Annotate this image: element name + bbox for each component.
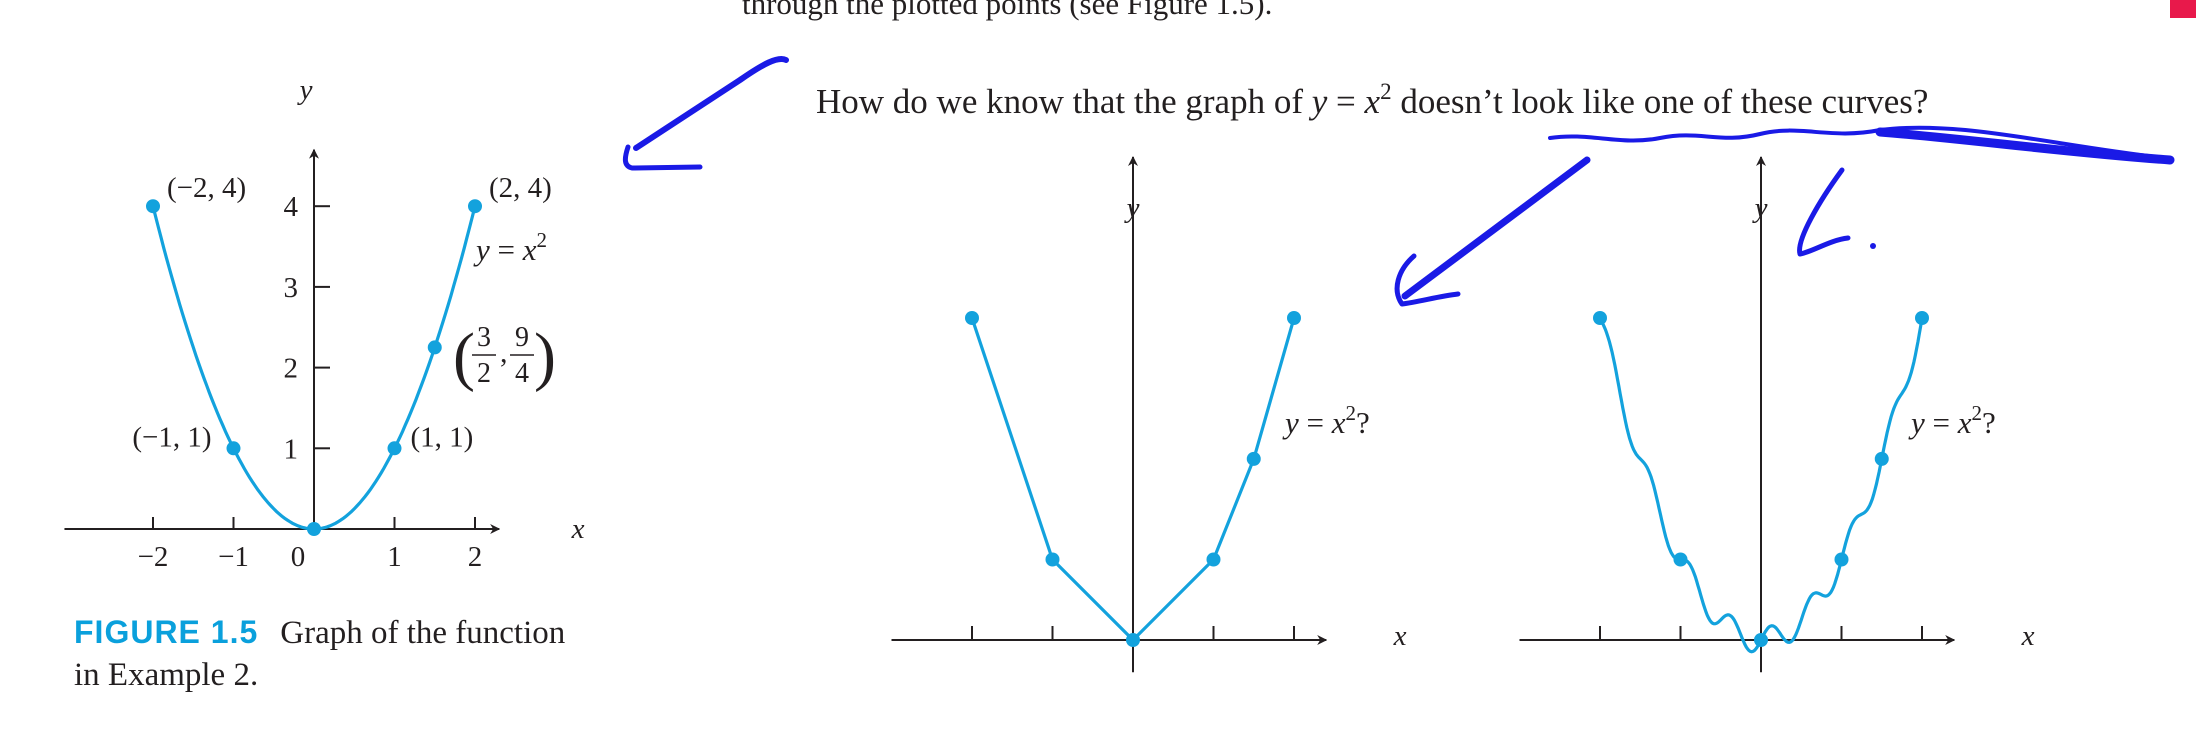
ink-arrow-left xyxy=(633,56,789,151)
c1-data-point xyxy=(226,441,241,456)
chart1-ticks: −2 −1 0 1 2 1 2 3 4 xyxy=(138,191,483,573)
c1-x-tick-label: 0 xyxy=(291,541,306,573)
top-text-line: through the plotted points (see Figure 1… xyxy=(742,0,1272,21)
c3-data-point xyxy=(1673,552,1688,567)
chart2-axes xyxy=(891,156,1328,673)
fraction-num-1: 3 xyxy=(477,322,491,353)
c2-data-point xyxy=(965,311,979,325)
c2-data-point xyxy=(1287,311,1301,325)
chart1-x-axis-label: x xyxy=(571,513,585,545)
c1-data-point xyxy=(468,199,482,214)
question-text: How do we know that the graph of y = x2 … xyxy=(816,79,1928,121)
handwritten-annotations xyxy=(622,56,2175,307)
c1-point-label: (2, 4) xyxy=(489,172,552,204)
ink-underline-tail xyxy=(1875,127,2175,165)
c1-data-point xyxy=(146,199,160,214)
c1-x-tick-label: 2 xyxy=(468,541,483,573)
chart1-labels: (−2, 4) (−1, 1) (1, 1) (2, 4) xyxy=(132,172,552,453)
chart2-points xyxy=(965,311,1301,647)
chart2-curve-label: y = x2? xyxy=(1282,401,1370,440)
figure-caption-text: Graph of the function xyxy=(280,615,565,651)
ink-underline-wave xyxy=(1548,125,2167,160)
chart1-fraction-label: ( 3 2 , 9 4 ) xyxy=(453,320,556,393)
fraction-num-2: 9 xyxy=(515,322,529,353)
fraction-close-paren: ) xyxy=(534,320,556,393)
c2-data-point xyxy=(1126,633,1140,647)
c1-data-point xyxy=(387,441,402,456)
ink-check-left xyxy=(622,144,703,171)
c1-y-tick-label: 3 xyxy=(284,272,299,304)
question-exponent: 2 xyxy=(1380,79,1392,104)
ink-arrow-middle xyxy=(1401,156,1591,300)
figure-caption-line2: in Example 2. xyxy=(74,657,258,693)
ink-dot xyxy=(1870,243,1876,249)
chart3-ticks xyxy=(1599,626,1923,640)
ink-mark-right xyxy=(1797,167,1851,257)
c1-point-label: (1, 1) xyxy=(411,421,474,453)
fraction-den-1: 2 xyxy=(477,358,491,389)
chart3-axes xyxy=(1519,156,1956,673)
chart1-points xyxy=(146,199,482,536)
question-equals: = xyxy=(1327,82,1364,121)
chart1-y-axis-label: y xyxy=(297,74,313,106)
chart3-curve-label: y = x2? xyxy=(1908,401,1996,440)
chart-polyline-guess: y x y = x2? xyxy=(891,156,1407,673)
chart3-x-axis-label: x xyxy=(2021,620,2035,652)
c1-x-tick-label: −2 xyxy=(138,541,169,573)
c2-data-point xyxy=(1246,451,1261,466)
chart1-curve-label: y = x2 xyxy=(473,228,547,267)
question-var-y: y xyxy=(1309,82,1328,121)
chart2-y-axis-label: y xyxy=(1124,192,1140,224)
c2-data-point xyxy=(1045,552,1060,567)
figure-caption-label: FIGURE 1.5 xyxy=(74,614,258,650)
fraction-den-2: 4 xyxy=(515,358,529,389)
c1-data-point xyxy=(427,340,442,355)
figure-caption: FIGURE 1.5 Graph of the function in Examp… xyxy=(74,614,565,693)
chart3-y-axis-label: y xyxy=(1752,192,1768,224)
c3-data-point xyxy=(1874,451,1889,466)
question-after: doesn’t look like one of these curves? xyxy=(1392,82,1929,121)
c1-x-tick-label: −1 xyxy=(218,541,249,573)
question-var-x: x xyxy=(1364,82,1381,121)
c1-point-label: (−2, 4) xyxy=(167,172,246,204)
figure-caption-line1: FIGURE 1.5 Graph of the function xyxy=(74,614,565,651)
c3-data-point xyxy=(1754,633,1768,647)
chart3-points xyxy=(1593,311,1929,647)
c1-y-tick-label: 2 xyxy=(284,353,299,385)
chart2-x-axis-label: x xyxy=(1393,620,1407,652)
c1-point-label: (−1, 1) xyxy=(132,421,211,453)
c1-y-tick-label: 4 xyxy=(284,191,299,223)
c1-x-tick-label: 1 xyxy=(387,541,402,573)
chart2-curve-group xyxy=(970,317,1296,643)
question-before: How do we know that the graph of xyxy=(816,82,1312,121)
fraction-comma: , xyxy=(500,336,508,369)
ink-arrow-middle-head xyxy=(1394,253,1461,307)
c2-curve xyxy=(970,317,1296,643)
chart2-ticks xyxy=(971,626,1295,640)
fraction-open-paren: ( xyxy=(453,320,475,393)
c2-data-point xyxy=(1206,552,1221,567)
c1-data-point xyxy=(307,522,321,536)
c1-y-tick-label: 1 xyxy=(284,433,299,465)
c3-data-point xyxy=(1593,311,1607,325)
c3-data-point xyxy=(1834,552,1849,567)
chart-wiggly-guess: y x y = x2? xyxy=(1519,156,2035,673)
chart1-axes xyxy=(64,148,501,534)
corner-marker xyxy=(2170,0,2196,18)
c3-data-point xyxy=(1915,311,1929,325)
